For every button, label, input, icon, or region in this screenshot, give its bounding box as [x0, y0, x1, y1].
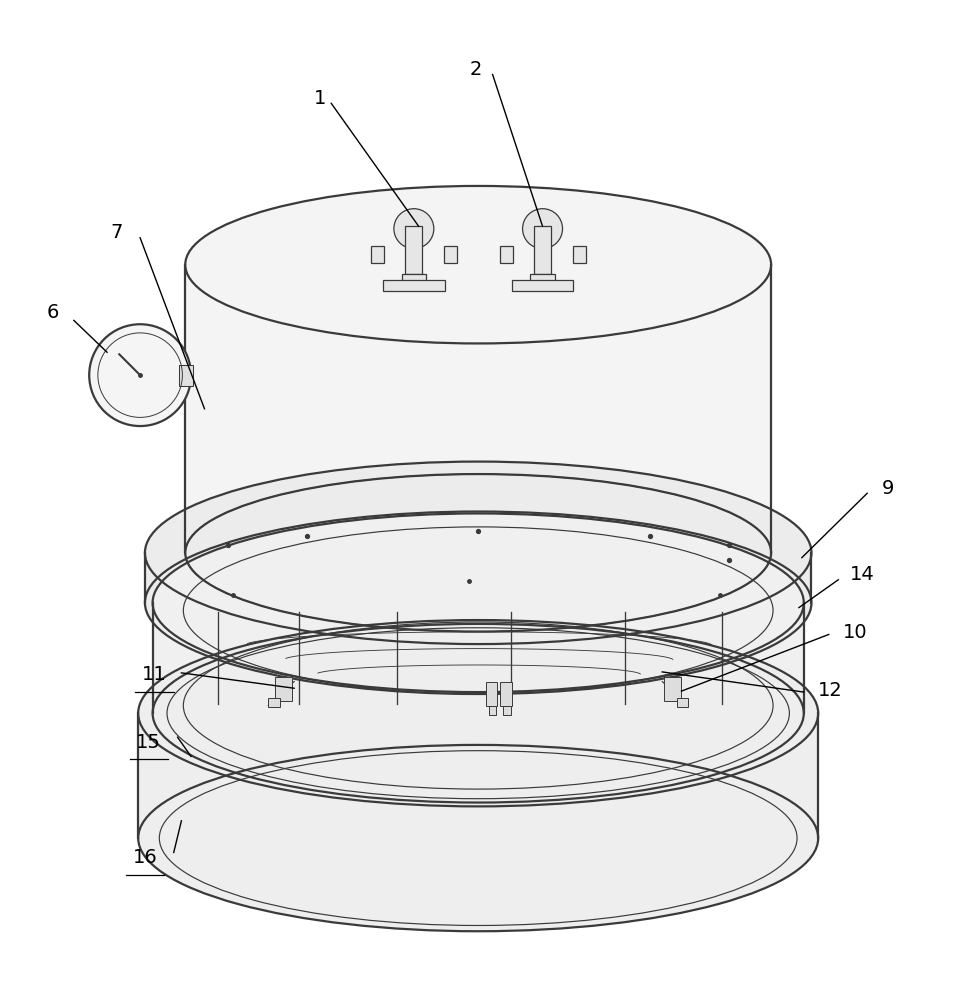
Bar [573, 246, 585, 263]
Text: 2: 2 [469, 60, 481, 79]
Bar [275, 677, 293, 701]
Text: 1: 1 [314, 89, 326, 108]
Text: 11: 11 [142, 665, 167, 684]
Circle shape [394, 209, 434, 249]
Bar [402, 274, 426, 288]
Circle shape [523, 209, 562, 249]
Circle shape [89, 324, 191, 426]
Bar [371, 246, 384, 263]
Text: 12: 12 [818, 681, 843, 700]
Bar [665, 677, 681, 701]
Bar [145, 553, 811, 603]
Ellipse shape [153, 624, 804, 803]
Bar [443, 246, 457, 263]
Ellipse shape [145, 512, 811, 694]
Bar [486, 682, 497, 706]
Ellipse shape [185, 186, 771, 343]
Ellipse shape [145, 462, 811, 644]
Text: 15: 15 [136, 733, 161, 752]
Ellipse shape [138, 745, 818, 931]
Bar [269, 698, 280, 707]
Bar [676, 698, 688, 707]
Text: 16: 16 [132, 848, 157, 867]
Bar [180, 365, 193, 386]
Ellipse shape [185, 474, 771, 632]
Bar [499, 246, 513, 263]
Bar [138, 713, 818, 838]
Bar [489, 706, 497, 715]
Text: 14: 14 [850, 565, 875, 584]
Bar [534, 226, 551, 274]
Text: 10: 10 [843, 623, 868, 642]
Bar [185, 265, 771, 553]
Text: 6: 6 [46, 303, 59, 322]
Bar [500, 682, 512, 706]
Ellipse shape [153, 513, 804, 692]
Bar [503, 706, 511, 715]
Bar [512, 280, 573, 291]
Text: 9: 9 [882, 479, 895, 498]
Bar [406, 226, 422, 274]
Bar [530, 274, 554, 288]
Ellipse shape [138, 620, 818, 806]
Bar [153, 603, 804, 713]
Text: 7: 7 [110, 223, 123, 242]
Bar [384, 280, 444, 291]
